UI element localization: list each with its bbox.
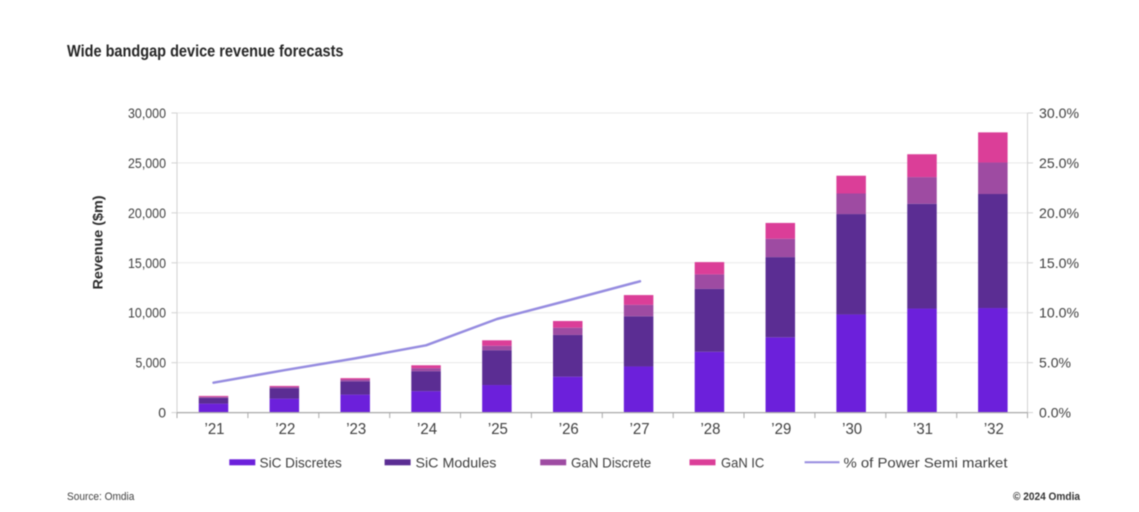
svg-text:30,000: 30,000 [128,105,166,121]
svg-text:’25: ’25 [488,421,508,438]
svg-text:5.0%: 5.0% [1039,355,1071,371]
svg-text:20,000: 20,000 [128,205,166,221]
svg-text:0: 0 [158,405,166,421]
svg-text:GaN Discrete: GaN Discrete [571,455,651,471]
svg-text:Source: Omdia: Source: Omdia [67,491,135,503]
svg-text:% of Power Semi market: % of Power Semi market [844,455,1008,471]
svg-text:’26: ’26 [559,421,579,438]
svg-text:25,000: 25,000 [128,155,166,171]
svg-text:0.0%: 0.0% [1039,405,1071,421]
svg-text:10,000: 10,000 [128,305,166,321]
svg-text:’31: ’31 [913,421,933,438]
svg-text:’21: ’21 [205,421,225,438]
svg-text:20.0%: 20.0% [1039,205,1079,221]
svg-text:5,000: 5,000 [136,355,167,371]
svg-text:© 2024 Omdia: © 2024 Omdia [1013,491,1081,503]
svg-text:SiC Discretes: SiC Discretes [260,455,342,471]
svg-text:’24: ’24 [417,421,437,438]
svg-text:SiC Modules: SiC Modules [416,455,497,471]
svg-text:’28: ’28 [700,421,720,438]
svg-text:’27: ’27 [630,421,650,438]
svg-text:Wide bandgap device revenue fo: Wide bandgap device revenue forecasts [67,42,344,61]
svg-text:’32: ’32 [984,421,1004,438]
svg-text:25.0%: 25.0% [1039,155,1079,171]
svg-text:’30: ’30 [842,421,862,438]
svg-text:Revenue ($m): Revenue ($m) [90,196,106,290]
svg-text:’29: ’29 [771,421,791,438]
svg-text:10.0%: 10.0% [1039,305,1079,321]
svg-text:GaN IC: GaN IC [721,455,764,471]
svg-text:15.0%: 15.0% [1039,255,1079,271]
svg-text:’23: ’23 [346,421,366,438]
svg-text:’22: ’22 [275,421,295,438]
svg-text:30.0%: 30.0% [1039,105,1079,121]
svg-text:15,000: 15,000 [128,255,166,271]
